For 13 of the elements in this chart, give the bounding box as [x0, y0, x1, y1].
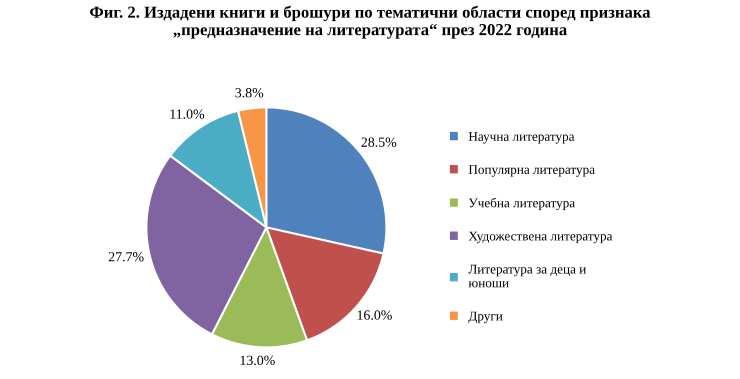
chart-title: Фиг. 2. Издадени книги и брошури по тематични области според признака „предназначение на литературата“ през 2022 година: [90, 6, 650, 39]
data-label: 3.8%: [235, 88, 264, 98]
data-label: 13.0%: [240, 356, 275, 366]
data-label: 16.0%: [358, 310, 392, 320]
legend-label: Литература за деца и юноши: [468, 264, 586, 288]
legend-label: Популярна литература: [468, 165, 595, 177]
data-label: 11.0%: [170, 109, 204, 119]
legend-label: Научна литература: [468, 132, 574, 144]
legend-label: Други: [468, 312, 503, 324]
data-label: 27.7%: [108, 252, 144, 262]
data-label: 28.5%: [361, 137, 396, 147]
legend-label: Учебна литература: [468, 198, 575, 210]
legend-label: Художествена литература: [468, 232, 612, 244]
